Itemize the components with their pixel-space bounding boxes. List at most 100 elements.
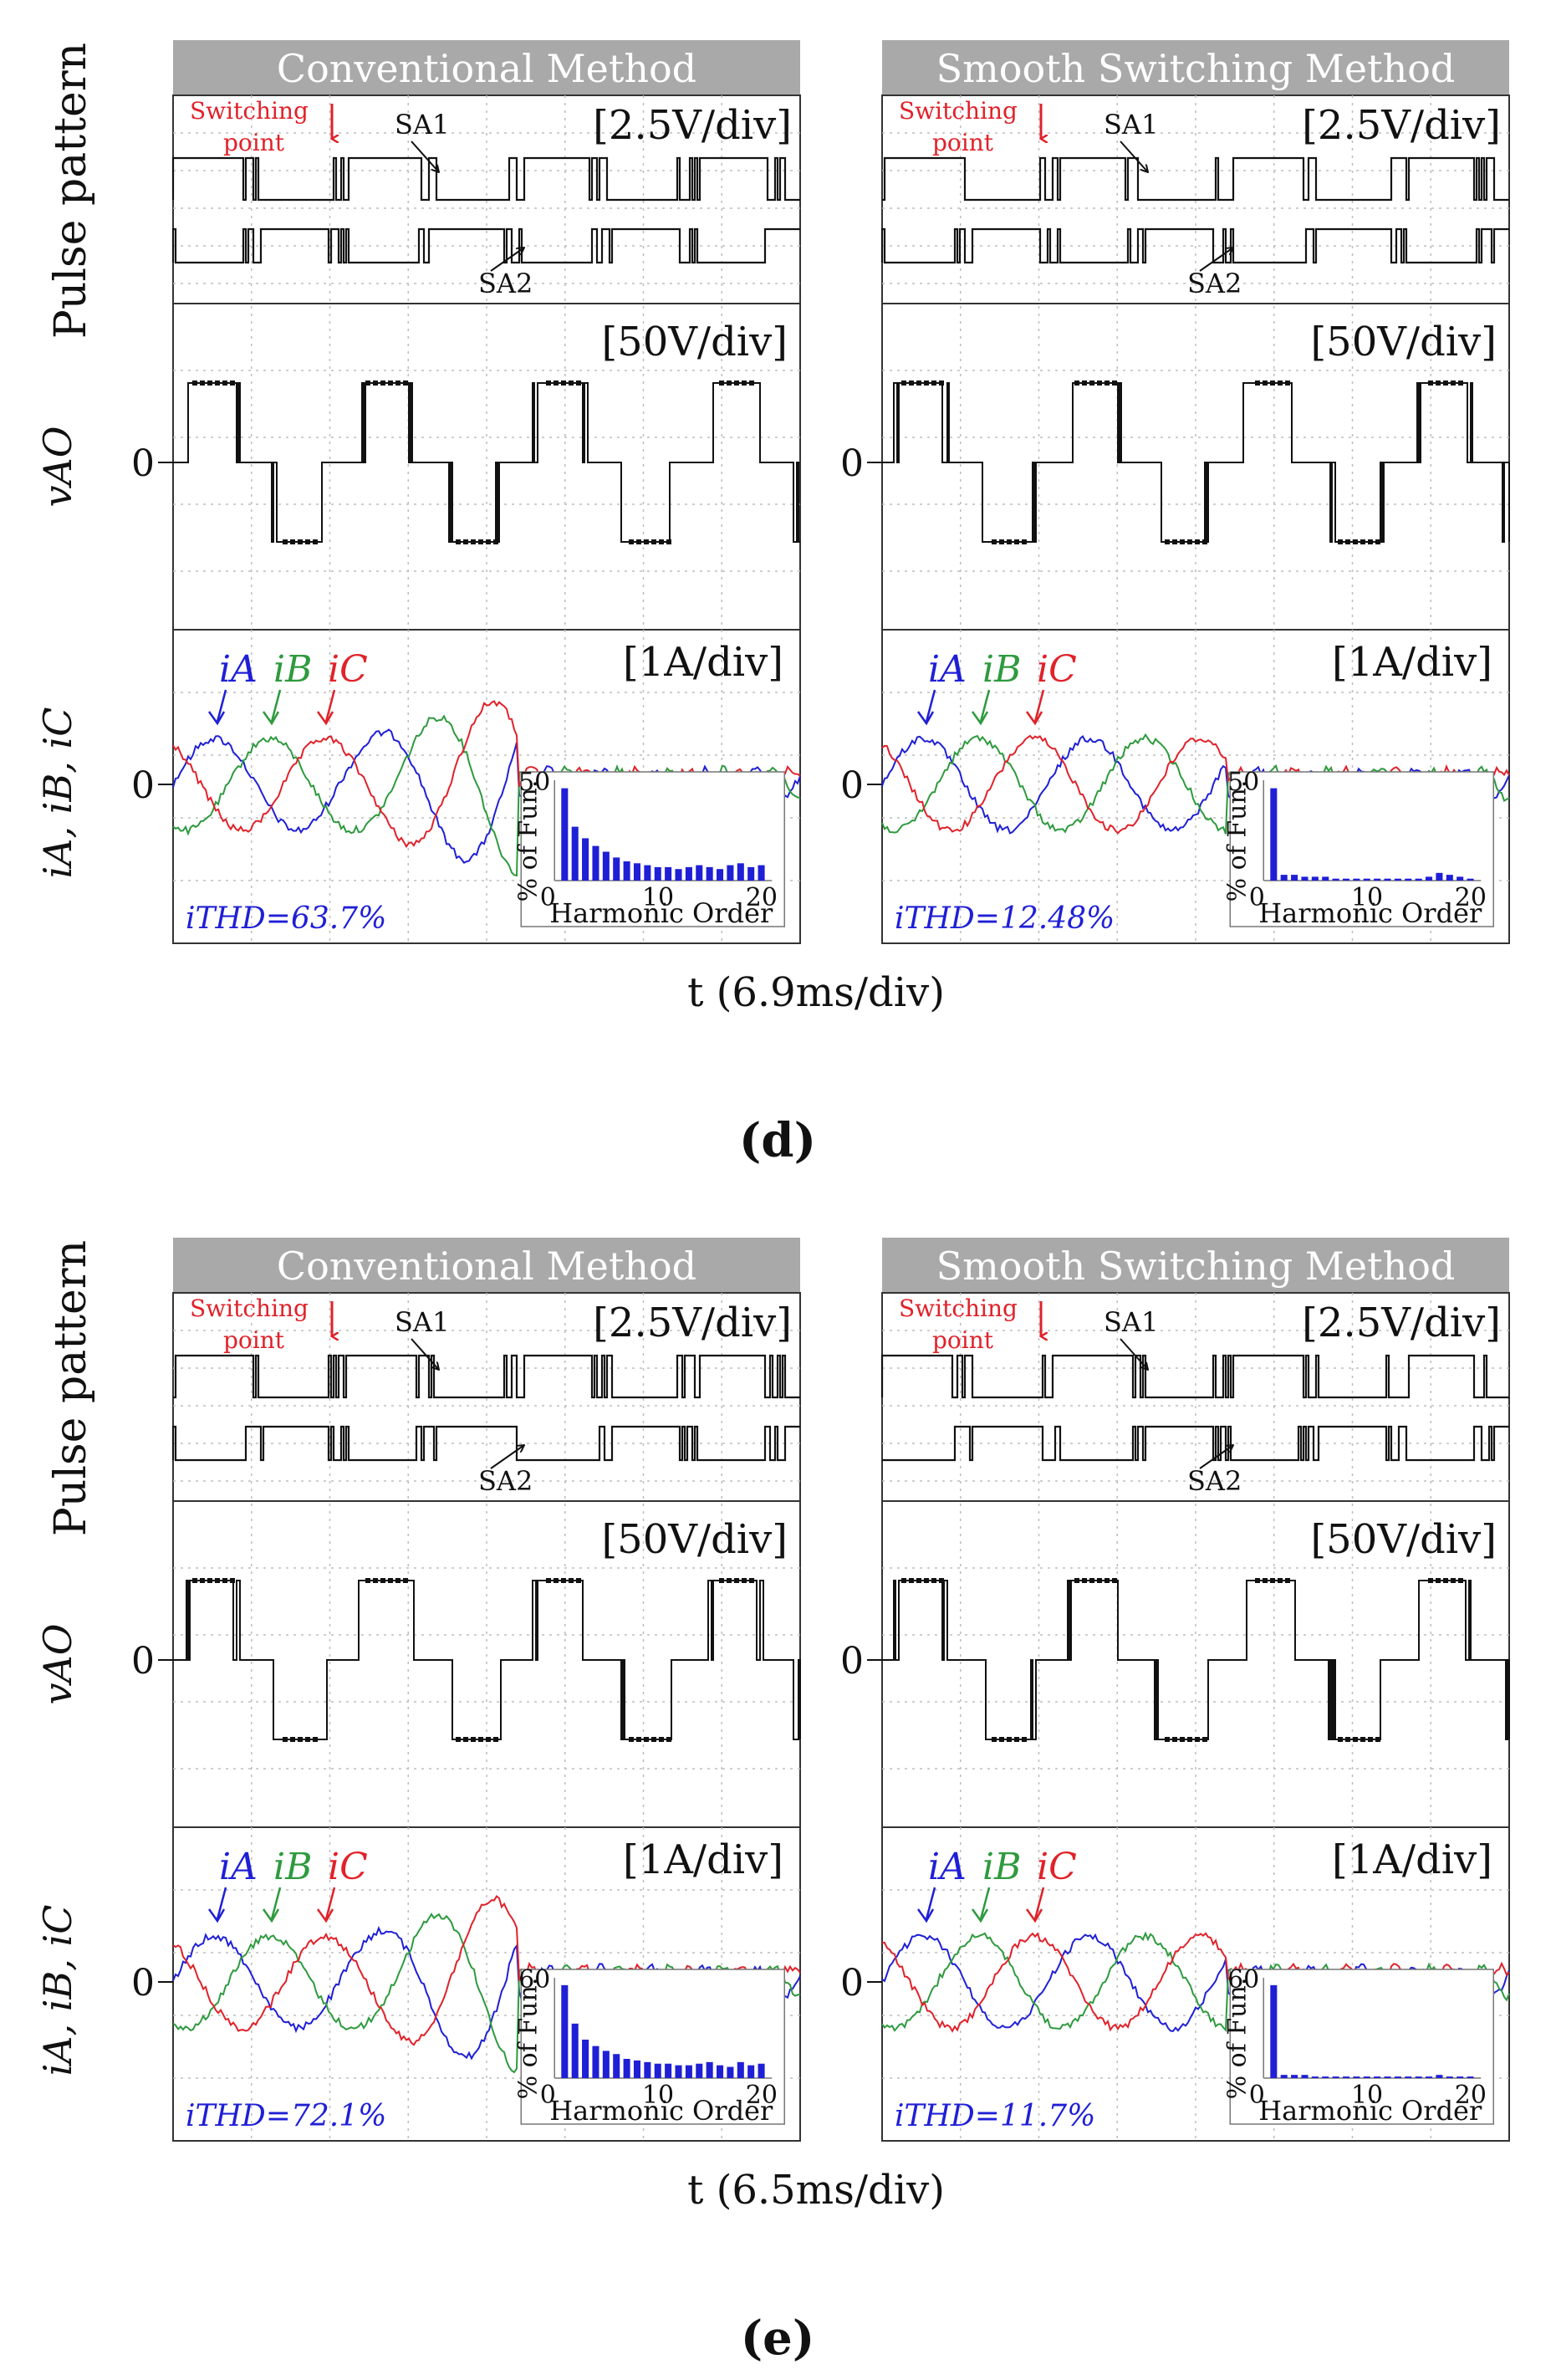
- vao-scale-label: [50V/div]: [601, 1516, 788, 1563]
- harmonic-bar: [571, 826, 579, 881]
- vao-scale-label: [50V/div]: [601, 319, 788, 365]
- harmonic-bar: [1311, 876, 1319, 881]
- vao-sample: [546, 380, 551, 386]
- vao-sample: [493, 1737, 498, 1742]
- vao-sample: [749, 380, 754, 386]
- vao-sample: [380, 380, 385, 386]
- pulse-scale-label: [2.5V/div]: [1302, 102, 1501, 149]
- sa1-label: SA1: [1104, 1306, 1158, 1338]
- harmonic-bar: [685, 2065, 692, 2078]
- pulse-scale-label: [2.5V/div]: [1302, 1300, 1501, 1346]
- arrowhead-ia: [207, 711, 226, 726]
- vao-sample: [901, 380, 906, 386]
- harmonic-bar: [602, 2051, 610, 2078]
- harmonic-bar: [1280, 2075, 1288, 2078]
- vao-sample: [1112, 380, 1117, 386]
- title-bar: [882, 1238, 1509, 1293]
- vao-sample: [651, 539, 656, 544]
- vao-sample: [305, 539, 310, 544]
- vao-sample: [1375, 1737, 1380, 1742]
- switching-label: Switching: [190, 1295, 309, 1322]
- inset-xtick-10: 10: [642, 883, 674, 912]
- vao-sample: [1255, 1578, 1260, 1583]
- harmonic-bar: [1426, 2076, 1433, 2078]
- vao-sample: [1458, 380, 1463, 386]
- current-scale-label: [1A/div]: [1332, 1836, 1492, 1883]
- harmonic-bar: [1353, 878, 1360, 881]
- inset-xtick-20: 20: [746, 2081, 778, 2110]
- vao-sample: [1022, 1737, 1027, 1742]
- vao-sample: [305, 1737, 310, 1742]
- arrow-ic: [1033, 1887, 1045, 1920]
- arrowhead-ib: [262, 711, 280, 726]
- harmonic-bar: [1436, 872, 1443, 881]
- current-scale-label: [1A/div]: [623, 639, 783, 686]
- label-ib: iB: [982, 648, 1021, 691]
- harmonic-bar: [675, 869, 682, 881]
- pulse-trace-sa2: [882, 1425, 1509, 1462]
- vao-sample: [1436, 380, 1441, 386]
- harmonic-bar: [1426, 876, 1433, 881]
- zero-label-current: 0: [131, 1962, 155, 2005]
- harmonic-bar: [1457, 2076, 1464, 2078]
- vao-sample: [1353, 1737, 1358, 1742]
- inset-xtick-20: 20: [1455, 2081, 1487, 2110]
- zero-label-current: 0: [131, 764, 155, 807]
- harmonic-bar: [758, 2063, 765, 2078]
- harmonic-bar: [1467, 878, 1474, 881]
- harmonic-bar: [706, 866, 713, 881]
- sa1-label: SA1: [395, 109, 449, 140]
- vao-sample: [380, 1578, 385, 1583]
- pulse-trace-sa1: [171, 156, 800, 202]
- harmonic-bar: [1270, 1984, 1278, 2078]
- arrow-ib: [270, 1887, 282, 1920]
- pulse-trace-sa1: [882, 156, 1509, 202]
- harmonic-bar: [1457, 876, 1464, 881]
- vao-sample: [1368, 539, 1373, 544]
- vao-sample: [1338, 539, 1343, 544]
- vao-sample: [1263, 1578, 1268, 1583]
- switching-label: Switching: [899, 1295, 1018, 1322]
- current-scale-label: [1A/div]: [623, 1836, 783, 1883]
- vao-sample: [727, 380, 732, 386]
- scope-grid: [173, 95, 800, 943]
- vao-sample: [456, 539, 461, 544]
- zero-label-current: 0: [840, 764, 864, 807]
- vao-sample: [395, 1578, 400, 1583]
- vao-sample: [992, 1737, 997, 1742]
- harmonic-bar: [1415, 2076, 1422, 2078]
- harmonic-bar: [582, 2040, 589, 2078]
- label-ia: iA: [219, 648, 258, 691]
- thd-label: iTHD=11.7%: [895, 2099, 1095, 2133]
- vao-sample: [230, 380, 235, 386]
- harmonic-bar: [1301, 2075, 1309, 2078]
- harmonic-bar: [758, 865, 765, 881]
- scope-grid: [882, 1293, 1509, 2141]
- vao-sample: [1263, 380, 1268, 386]
- arrowhead-ic: [316, 1908, 334, 1923]
- vao-sample: [230, 1578, 235, 1583]
- vao-sample: [1165, 539, 1170, 544]
- vao-sample: [644, 539, 649, 544]
- time-axis-label: t (6.9ms/div): [687, 969, 945, 1016]
- vao-sample: [283, 539, 288, 544]
- vao-sample: [1074, 1578, 1079, 1583]
- pulse-trace-sa1: [173, 1354, 800, 1399]
- vao-sample: [1022, 539, 1027, 544]
- vao-sample: [666, 539, 671, 544]
- harmonic-bar: [737, 863, 744, 881]
- vao-sample: [1345, 539, 1350, 544]
- inset-xlabel: Harmonic Order: [549, 2095, 773, 2127]
- harmonic-bar: [561, 788, 569, 881]
- harmonic-bar: [633, 863, 641, 881]
- harmonic-bar: [602, 851, 610, 881]
- vao-sample: [644, 1737, 649, 1742]
- inset-ytick-max: 60: [518, 1965, 550, 1994]
- vao-sample: [1345, 1737, 1350, 1742]
- vao-sample: [666, 1737, 671, 1742]
- inset-ytick-max: 50: [1227, 768, 1259, 797]
- scope-d-smooth: Smooth Switching Method [2.5V/div] [50V/di…: [840, 40, 1510, 944]
- vao-sample: [463, 539, 468, 544]
- inset-ylabel: % of Fun.: [513, 780, 543, 902]
